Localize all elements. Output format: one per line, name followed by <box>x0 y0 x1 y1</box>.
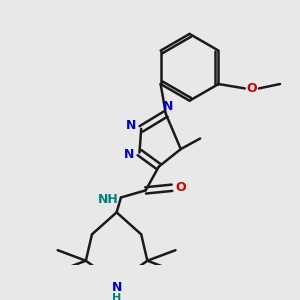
Text: H: H <box>112 292 121 300</box>
Text: N: N <box>124 148 134 161</box>
Text: O: O <box>247 82 257 95</box>
Text: N: N <box>163 100 174 113</box>
Text: O: O <box>176 181 186 194</box>
Text: N: N <box>125 119 136 132</box>
Text: N: N <box>111 280 122 294</box>
Text: NH: NH <box>98 193 119 206</box>
